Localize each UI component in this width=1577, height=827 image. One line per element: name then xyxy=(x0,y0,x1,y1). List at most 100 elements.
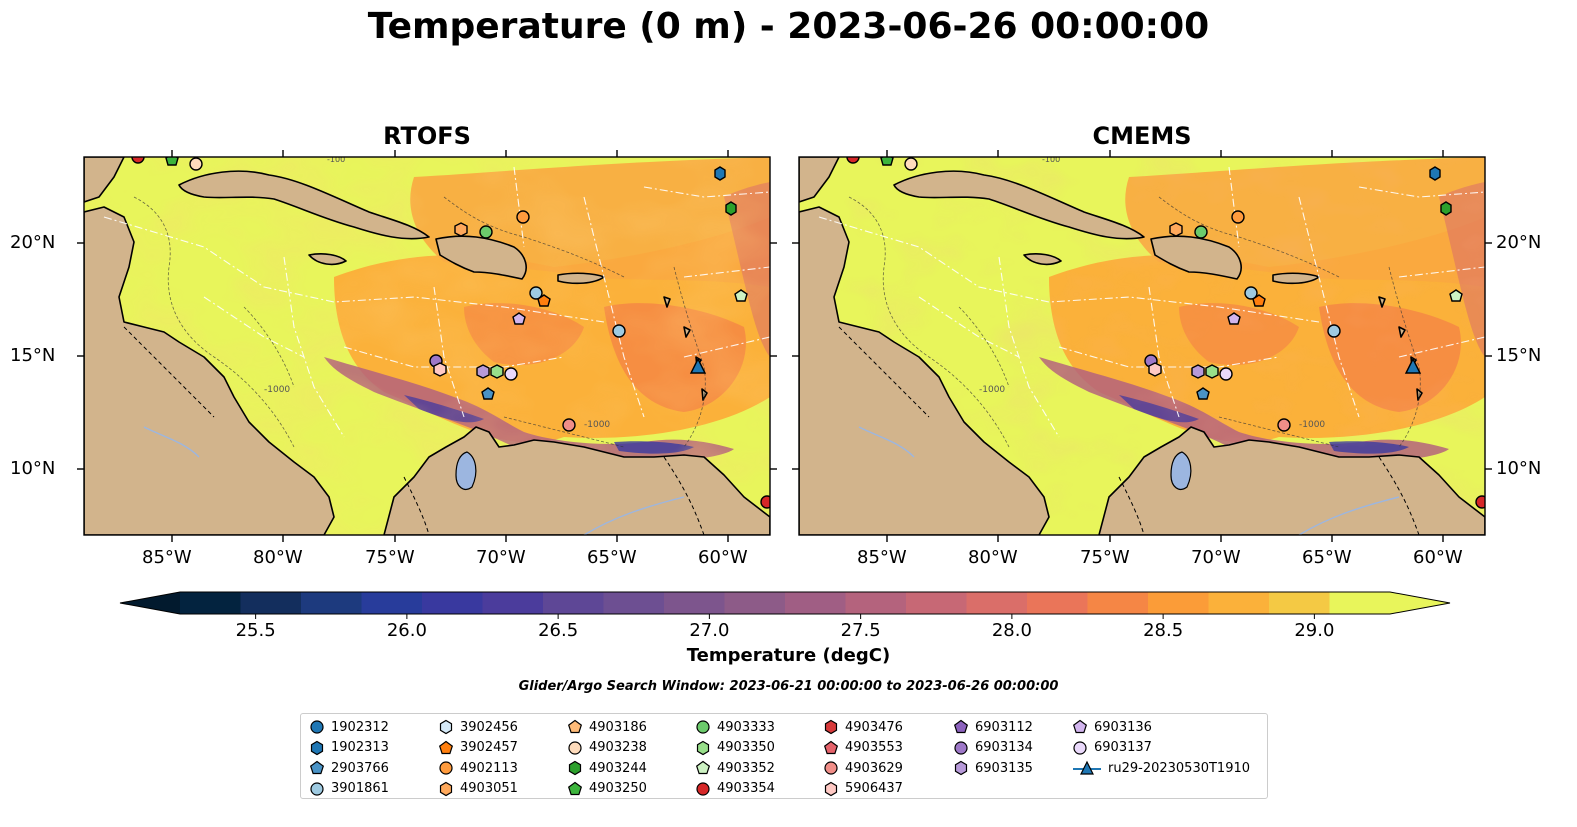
bathy-label: -1000 xyxy=(584,420,610,430)
legend-item: 5906437 xyxy=(823,779,903,800)
legend-item-label: 4903350 xyxy=(717,740,775,756)
float-marker xyxy=(476,364,490,379)
bathy-label: -100 xyxy=(327,155,345,164)
legend-marker-icon xyxy=(439,761,453,775)
float-marker xyxy=(1277,418,1291,432)
float-marker xyxy=(479,225,493,239)
legend-item-label: 5906437 xyxy=(845,781,903,797)
legend-column: 4903476 4903553 4903629 5906437 xyxy=(823,717,903,799)
colorbar-segment xyxy=(603,592,665,614)
colorbar xyxy=(119,591,1451,619)
legend-item: 2903766 xyxy=(309,758,389,779)
legend-marker-icon xyxy=(1073,760,1101,775)
colorbar-tick-label: 28.0 xyxy=(991,620,1032,641)
y-tick-label: 20°N xyxy=(10,232,56,253)
legend-item: 3901861 xyxy=(309,779,389,800)
legend-item: 6903137 xyxy=(1072,738,1250,759)
legend-column: 1902312 1902313 2903766 3901861 xyxy=(309,717,389,799)
float-marker xyxy=(1429,166,1441,181)
float-marker xyxy=(1327,324,1341,338)
float-marker xyxy=(1148,362,1162,377)
float-marker xyxy=(516,210,530,224)
colorbar-tick-label: 26.0 xyxy=(386,620,427,641)
map-panels: -1000 -1000 -100 xyxy=(77,150,1492,542)
bathy-label: -1000 xyxy=(264,385,290,395)
float-marker xyxy=(504,367,518,381)
legend-item-label: 3902456 xyxy=(460,719,518,735)
float-marker xyxy=(1227,312,1241,325)
legend-marker-icon xyxy=(954,741,968,755)
float-marker xyxy=(1252,294,1266,307)
legend-item-label: 4903553 xyxy=(845,740,903,756)
legend-marker-icon xyxy=(823,740,839,754)
colorbar-segment xyxy=(422,592,483,614)
bathy-label: -1000 xyxy=(1299,420,1325,430)
float-marker xyxy=(454,222,468,237)
legend-marker-icon xyxy=(695,761,711,775)
x-tick-label: 60°W xyxy=(698,547,748,568)
legend-marker-icon xyxy=(567,781,583,795)
float-marker xyxy=(481,387,495,400)
float-marker xyxy=(612,324,626,338)
x-tick-label: 70°W xyxy=(476,547,526,568)
panel-title-cmems: CMEMS xyxy=(1092,122,1192,150)
legend-item-label: 6903137 xyxy=(1094,740,1152,756)
legend-marker-icon xyxy=(439,781,453,796)
legend-column: 6903112 6903134 6903135 xyxy=(953,717,1033,779)
legend-item: 4903553 xyxy=(823,738,903,759)
colorbar-label: Temperature (degC) xyxy=(686,645,891,666)
float-marker xyxy=(189,157,203,171)
float-marker xyxy=(1191,364,1205,379)
legend-marker-icon xyxy=(1073,741,1087,755)
legend-marker-icon xyxy=(567,720,583,734)
colorbar-segment xyxy=(724,592,786,614)
colorbar-segment xyxy=(543,592,604,614)
legend-marker-icon xyxy=(696,720,710,734)
float-marker xyxy=(1440,201,1452,216)
map-cmems: -1000 -1000 -100 xyxy=(798,156,1486,536)
float-marker xyxy=(131,157,145,164)
legend-marker-icon xyxy=(824,720,838,735)
legend-item: 4903354 xyxy=(695,779,775,800)
colorbar-segment xyxy=(1329,592,1391,614)
float-marker xyxy=(529,286,543,300)
search-window-text: Glider/Argo Search Window: 2023-06-21 00… xyxy=(518,679,1059,694)
float-marker xyxy=(1169,222,1183,237)
glider-marker xyxy=(689,357,707,374)
colorbar-segment xyxy=(966,592,1028,614)
legend-item-label: 6903112 xyxy=(975,719,1033,735)
axis-ticks xyxy=(77,150,1492,542)
legend-item-label: 3901861 xyxy=(331,781,389,797)
float-marker xyxy=(725,201,737,216)
colorbar-segment xyxy=(664,592,725,614)
float-marker xyxy=(1194,225,1208,239)
x-tick-label: 70°W xyxy=(1191,547,1241,568)
legend-item-label: 4903333 xyxy=(717,719,775,735)
colorbar-tick-label: 28.5 xyxy=(1143,620,1184,641)
colorbar-segment xyxy=(301,592,362,614)
x-tick-label: 85°W xyxy=(142,547,192,568)
float-marker xyxy=(1205,364,1219,379)
legend-item: 4903350 xyxy=(695,738,775,759)
colorbar-segment xyxy=(1269,592,1330,614)
legend-item: 4903238 xyxy=(567,738,647,759)
float-marker xyxy=(1231,210,1245,224)
legend-item-label: 1902312 xyxy=(331,719,389,735)
float-marker xyxy=(537,294,551,307)
colorbar-extend-low xyxy=(120,592,180,614)
legend-item-label: 4903186 xyxy=(589,719,647,735)
legend-item-label: 6903134 xyxy=(975,740,1033,756)
legend-marker-icon xyxy=(439,720,453,735)
legend-marker-icon xyxy=(568,761,582,776)
legend-item-label: 4903244 xyxy=(589,760,647,776)
legend-item-label: 6903136 xyxy=(1094,719,1152,735)
float-marker xyxy=(714,166,726,181)
x-tick-label: 65°W xyxy=(587,547,637,568)
legend-item: 3902456 xyxy=(438,717,518,738)
colorbar-tick-label: 27.5 xyxy=(840,620,881,641)
x-tick-label: 75°W xyxy=(1080,547,1130,568)
legend-column: 4903333 4903350 4903352 4903354 xyxy=(695,717,775,799)
legend-item: 4903333 xyxy=(695,717,775,738)
map-rtofs: -1000 -1000 -100 xyxy=(83,155,771,536)
legend-item: ru29-20230530T1910 xyxy=(1072,758,1250,779)
